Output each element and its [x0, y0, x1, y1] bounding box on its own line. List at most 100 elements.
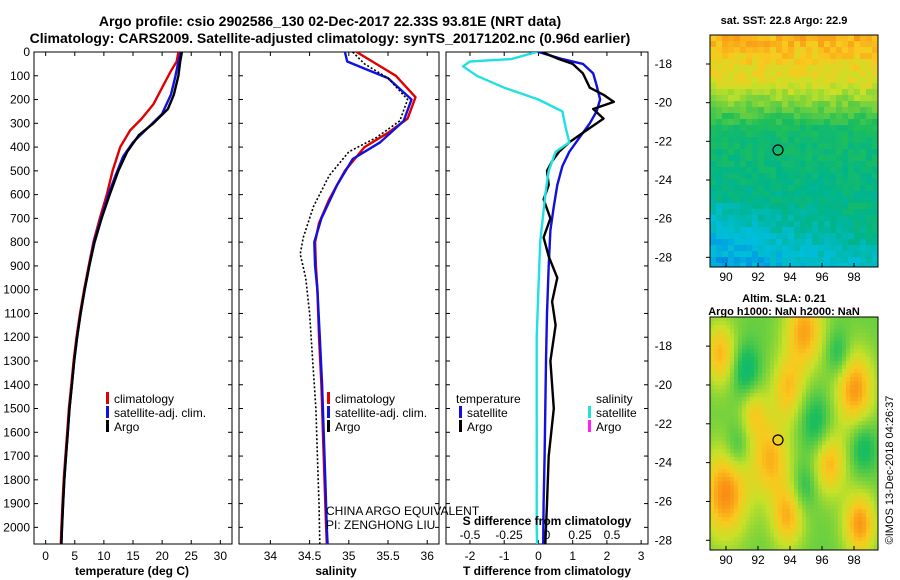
map-cell — [752, 65, 759, 72]
map-cell — [874, 345, 878, 350]
map-cell — [846, 345, 851, 350]
map-cell — [874, 401, 878, 406]
map-cell — [866, 257, 873, 264]
map-cell — [770, 185, 777, 192]
map-cell — [798, 481, 803, 486]
map-cell — [806, 59, 813, 66]
map-cell — [854, 433, 859, 438]
map-cell — [874, 329, 878, 334]
map-cell — [786, 401, 791, 406]
map-cell — [764, 257, 771, 264]
map-cell — [850, 357, 855, 362]
map-cell — [726, 453, 731, 458]
map-cell — [710, 513, 715, 518]
map-y-tick-label: -24 — [655, 456, 673, 470]
map-cell — [834, 441, 839, 446]
map-cell — [862, 529, 867, 534]
map-cell — [842, 429, 847, 434]
temperature-tick-label: 0 — [42, 549, 49, 563]
map-cell — [836, 227, 843, 234]
difference-x-axis: -2 -1 0 1 2 3 — [465, 52, 645, 563]
depth-tick-label: 600 — [10, 188, 30, 202]
map-cell — [818, 251, 825, 258]
map-cell — [814, 509, 819, 514]
map-cell — [858, 445, 863, 450]
map-cell — [746, 89, 753, 96]
map-cell — [782, 369, 787, 374]
map-cell — [740, 215, 747, 222]
map-cell — [742, 441, 747, 446]
map-cell — [766, 489, 771, 494]
map-cell — [798, 505, 803, 510]
map-cell — [762, 353, 767, 358]
difference-xlabel: T difference from climatology — [463, 564, 631, 578]
map-cell — [838, 345, 843, 350]
map-cell — [742, 477, 747, 482]
map-cell — [782, 345, 787, 350]
map-cell — [850, 449, 855, 454]
map-cell — [734, 461, 739, 466]
map-cell — [838, 365, 843, 370]
map-cell — [874, 469, 878, 474]
map-cell — [872, 107, 878, 114]
map-cell — [854, 421, 859, 426]
map-cell — [776, 149, 783, 156]
map-cell — [752, 53, 759, 60]
map-cell — [714, 453, 719, 458]
map-cell — [790, 441, 795, 446]
map-cell — [730, 437, 735, 442]
map-cell — [802, 465, 807, 470]
map-cell — [774, 401, 779, 406]
map-cell — [854, 477, 859, 482]
map-cell — [782, 389, 787, 394]
map-cell — [754, 429, 759, 434]
map-cell — [746, 353, 751, 358]
map-cell — [782, 185, 789, 192]
map-cell — [722, 521, 727, 526]
map-cell — [778, 357, 783, 362]
map-cell — [794, 131, 801, 138]
map-cell — [750, 325, 755, 330]
map-cell — [826, 417, 831, 422]
map-cell — [870, 401, 875, 406]
difference-series-t-satellite — [538, 52, 602, 544]
map-cell — [710, 131, 717, 138]
map-cell — [710, 263, 717, 267]
map-cell — [734, 257, 741, 264]
map-cell — [786, 321, 791, 326]
map-cell — [870, 369, 875, 374]
diff-legend-label-s-argo: Argo — [596, 420, 622, 434]
map-cell — [764, 71, 771, 78]
map-cell — [746, 197, 753, 204]
map-cell — [740, 143, 747, 150]
map-cell — [854, 317, 859, 322]
map-cell — [862, 425, 867, 430]
map-cell — [848, 131, 855, 138]
map-cell — [834, 377, 839, 382]
map-cell — [830, 489, 835, 494]
map-cell — [798, 413, 803, 418]
map-cell — [814, 477, 819, 482]
map-cell — [874, 473, 878, 478]
map-cell — [836, 185, 843, 192]
map-cell — [830, 397, 835, 402]
map-cell — [862, 357, 867, 362]
map-cell — [858, 361, 863, 366]
map-cell — [874, 525, 878, 530]
map-cell — [730, 393, 735, 398]
map-cell — [874, 489, 878, 494]
map-cell — [814, 381, 819, 386]
map-cell — [802, 417, 807, 422]
map-cell — [750, 473, 755, 478]
map-cell — [782, 197, 789, 204]
map-cell — [798, 385, 803, 390]
map-cell — [862, 493, 867, 498]
map-cell — [730, 401, 735, 406]
argo-float-marker-sst — [772, 144, 784, 156]
map-cell — [842, 77, 849, 84]
map-cell — [788, 107, 795, 114]
map-cell — [806, 441, 811, 446]
map-cell — [770, 317, 775, 322]
map-cell — [866, 143, 873, 150]
map-cell — [822, 485, 827, 490]
